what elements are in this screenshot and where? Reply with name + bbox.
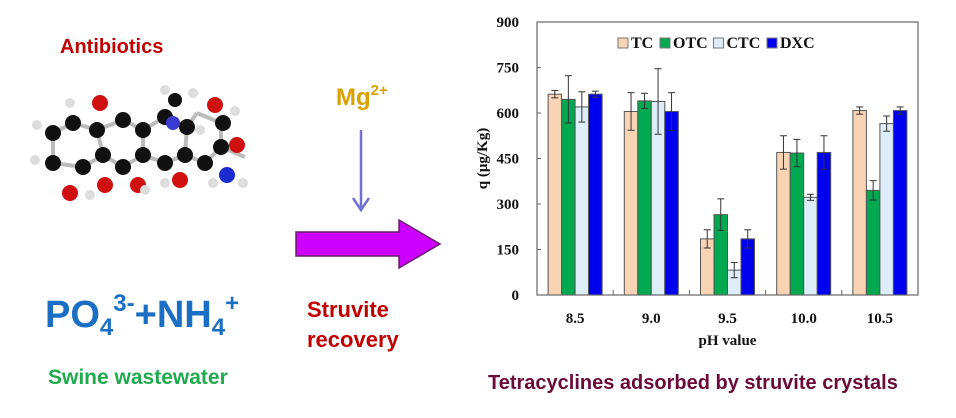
struvite-recovery-label: Struvite recovery	[307, 295, 399, 355]
struvite-line2: recovery	[307, 327, 399, 352]
formula-nh4-sup: +	[225, 290, 240, 317]
swine-wastewater-label: Swine wastewater	[48, 366, 228, 389]
formula-plus: +	[134, 294, 157, 336]
bar-tc-10.5	[852, 110, 867, 296]
bar-ctc-10.0	[803, 196, 818, 296]
formula-po4-sup: 3-	[113, 290, 135, 317]
bar-tc-9.0	[623, 110, 639, 296]
mg-symbol: Mg	[336, 84, 371, 111]
bars-group	[547, 68, 908, 296]
bar-dxc-10.0	[816, 151, 832, 296]
formula-nh4: NH	[156, 294, 212, 336]
antibiotics-label: Antibiotics	[60, 36, 164, 58]
formula-po4-sub: 4	[99, 314, 114, 341]
legend-label-tc: TC	[631, 35, 653, 52]
magnesium-label: Mg2+	[336, 82, 388, 112]
struvite-line1: Struvite	[307, 297, 389, 322]
y-tick-label: 0	[512, 288, 520, 304]
chart-legend: TC OTC CTC DXC	[617, 35, 815, 52]
bar-otc-10.0	[789, 152, 805, 296]
y-tick-label: 450	[497, 152, 520, 168]
x-tick-label: 8.5	[566, 311, 585, 327]
x-tick-label: 9.0	[642, 311, 661, 327]
bar-otc-9.0	[637, 100, 652, 296]
adsorption-bar-chart: 0 150 300 450 600 750 900 8.5 9.0 9.5 10.0 10.5 pH v…	[475, 15, 919, 349]
bar-otc-8.5	[561, 98, 576, 296]
bar-ctc-8.5	[574, 106, 590, 296]
bar-dxc-8.5	[588, 93, 603, 296]
x-tick-label: 9.5	[718, 311, 737, 327]
bar-otc-10.5	[865, 189, 881, 296]
bar-dxc-10.5	[892, 110, 908, 296]
y-tick-label: 900	[497, 15, 520, 31]
y-tick-label: 750	[497, 61, 520, 77]
legend-swatch-ctc	[713, 37, 724, 49]
formula-po4: PO	[45, 294, 100, 336]
legend-label-otc: OTC	[673, 35, 708, 52]
right-arrow-icon	[295, 218, 442, 270]
y-axis-label: q (μg/Kg)	[475, 128, 491, 189]
tetracycline-molecule-icon	[30, 85, 248, 201]
legend-swatch-otc	[659, 37, 671, 49]
nutrient-formula: PO43-+NH4+	[45, 290, 239, 342]
axes-group: 0 150 300 450 600 750 900 8.5 9.0 9.5 10.0 10.5 pH v…	[475, 15, 919, 349]
legend-swatch-tc	[617, 37, 629, 49]
formula-nh4-sub: 4	[211, 314, 226, 341]
x-tick-label: 10.0	[791, 311, 817, 327]
y-tick-label: 150	[497, 243, 520, 259]
bar-ctc-10.5	[879, 123, 894, 296]
bar-dxc-9.0	[664, 110, 679, 296]
down-arrow-icon	[351, 130, 371, 213]
bar-tc-10.0	[776, 151, 791, 296]
legend-swatch-dxc	[766, 37, 778, 49]
y-tick-label: 600	[497, 106, 520, 122]
legend-label-ctc: CTC	[727, 35, 761, 52]
x-axis-label: pH value	[699, 333, 757, 349]
mg-charge: 2+	[370, 82, 388, 99]
chart-caption: Tetracyclines adsorbed by struvite cryst…	[488, 372, 898, 394]
bar-tc-8.5	[547, 93, 563, 296]
y-tick-label: 300	[497, 197, 520, 213]
x-tick-label: 10.5	[867, 311, 893, 327]
legend-label-dxc: DXC	[780, 35, 815, 52]
